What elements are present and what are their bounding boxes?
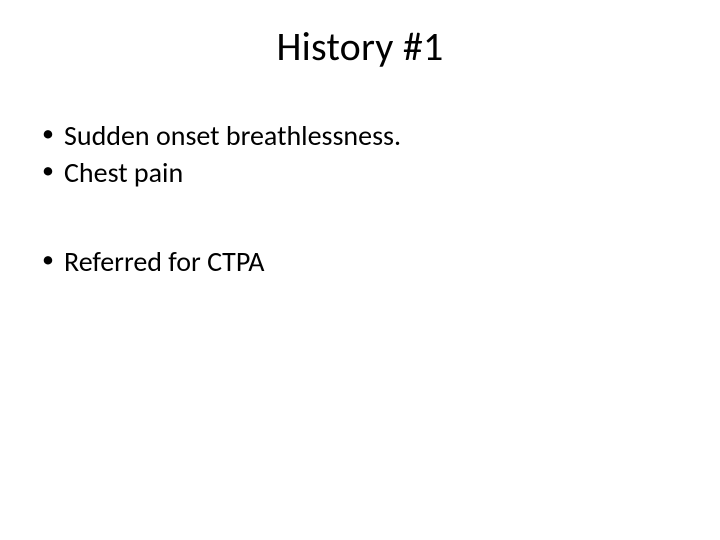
slide: History #1 Sudden onset breathlessness. … [0, 0, 720, 540]
list-item: Referred for CTPA [36, 244, 684, 279]
list-item: Chest pain [36, 155, 684, 190]
list-item: Sudden onset breathlessness. [36, 118, 684, 153]
slide-body: Sudden onset breathlessness. Chest pain … [36, 118, 684, 281]
slide-title: History #1 [0, 22, 720, 71]
bullet-list-2: Referred for CTPA [36, 244, 684, 279]
spacer [36, 192, 684, 244]
bullet-list-1: Sudden onset breathlessness. Chest pain [36, 118, 684, 190]
